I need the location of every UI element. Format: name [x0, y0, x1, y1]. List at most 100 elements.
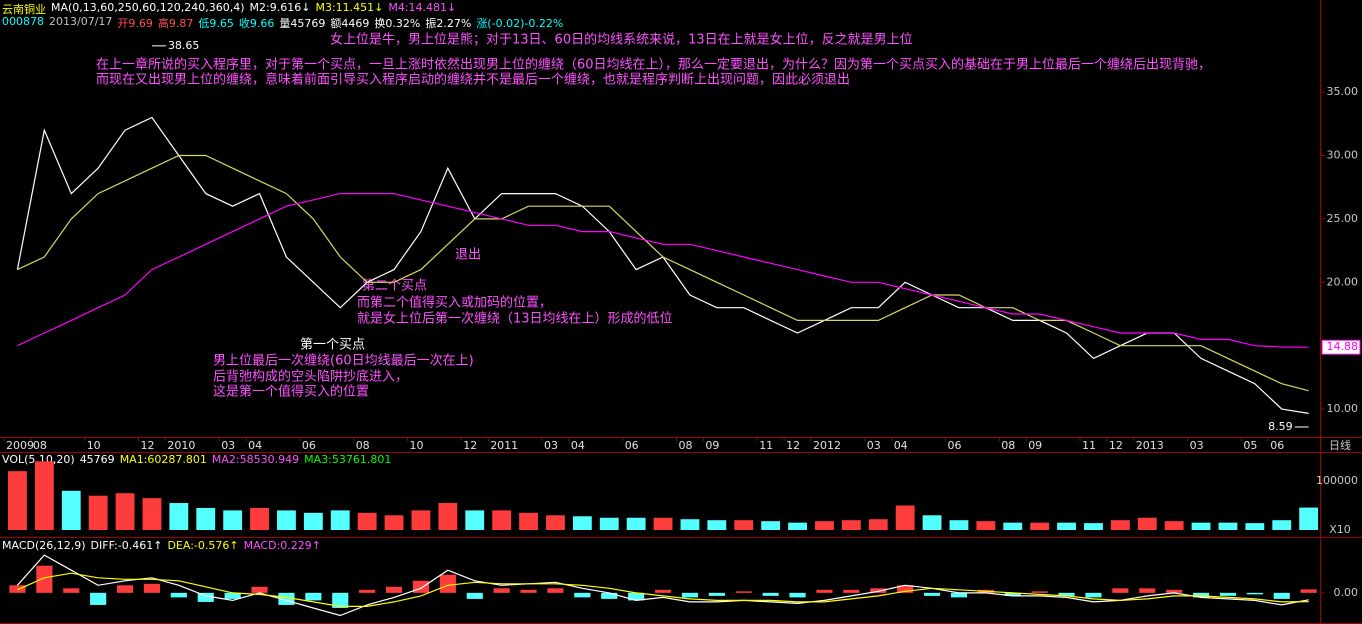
header-text: MA2:58530.949	[211, 453, 300, 466]
macd-bar	[359, 589, 376, 593]
macd-bar	[63, 588, 80, 593]
x-tick-label: 12	[141, 439, 155, 452]
x-tick-label: 06	[948, 439, 962, 452]
volume-bar	[8, 471, 27, 530]
macd-bar	[574, 592, 591, 598]
annotation: 就是女上位后第一次缠绕（13日均线在上）形成的低位	[357, 311, 673, 327]
macd-bar	[547, 588, 564, 593]
volume-bar	[653, 517, 673, 530]
low-label: 8.59	[1268, 420, 1293, 433]
header-text: 低9.65	[198, 17, 234, 30]
header-text: 量45769	[279, 17, 326, 30]
line-series	[17, 193, 1309, 348]
macd-bar	[1246, 592, 1263, 595]
volume-bar	[1191, 522, 1211, 530]
macd-bar	[870, 588, 887, 593]
macd-bar	[116, 585, 134, 593]
volume-bar	[868, 519, 888, 530]
volume-bar	[976, 521, 996, 530]
macd-bar	[1300, 589, 1317, 593]
volume-bar	[895, 505, 915, 530]
header-text: VOL(5,10,20)	[2, 453, 75, 466]
macd-bar	[385, 586, 403, 593]
volume-bar	[277, 510, 296, 530]
macd-bar	[143, 583, 161, 593]
y-tick-label: 35.00	[1327, 85, 1359, 98]
high-label: 38.65	[168, 39, 200, 52]
macd-bar	[1058, 592, 1075, 596]
x-tick-label: 03	[221, 439, 235, 452]
line-series	[16, 116, 1309, 414]
header-text: 换0.32%	[374, 17, 421, 30]
x-tick-label: 04	[571, 439, 585, 452]
macd-bar	[897, 585, 914, 593]
x-tick-label: 2012	[813, 439, 841, 452]
x-tick-label: 06	[1270, 439, 1284, 452]
header-text: MA1:60287.801	[119, 453, 207, 466]
volume-bar	[922, 515, 942, 530]
macd-header: MACD(26,12,9) DIFF:-0.461↑ DEA:-0.576↑ MACD…	[2, 539, 321, 552]
x-tick-label: 11	[759, 439, 773, 452]
y-tick-label: 100000	[1316, 474, 1358, 487]
annotation: 这是第一个值得买入的位置	[213, 384, 369, 400]
annotation: 后背弛构成的空头陷阱抄底进入，	[213, 369, 408, 385]
macd-bar	[735, 591, 752, 593]
macd-bar	[1085, 592, 1102, 598]
volume-bar	[1272, 520, 1292, 530]
macd-bar	[197, 592, 214, 602]
header-text: 高9.87	[157, 17, 194, 30]
macd-bar	[681, 592, 699, 598]
annotation: 女上位是牛，男上位是熊；对于13日、60日的均线系统来说，13日在上就是女上位，…	[330, 32, 913, 48]
header-text: 开9.69	[117, 17, 153, 30]
header-text: 额4469	[330, 17, 370, 30]
volume-bar	[223, 510, 243, 530]
header-text: M2:9.616↓	[249, 1, 311, 14]
macd-bar	[439, 574, 456, 593]
macd-bar	[789, 592, 806, 598]
x-tick-label: 10	[87, 439, 101, 452]
header-text: MACD:0.229↑	[243, 539, 321, 552]
x-tick-label: 12	[786, 439, 800, 452]
volume-bar	[841, 520, 861, 530]
macd-bar	[1273, 592, 1290, 599]
volume-bar	[949, 520, 969, 530]
macd-bar	[412, 580, 430, 593]
macd-bar	[251, 586, 268, 593]
macd-bar	[305, 592, 322, 601]
header-line-2: 000878 2013/07/17 开9.69 高9.87 低9.65 收9.66 量457…	[2, 15, 563, 31]
volume-bar	[815, 521, 834, 530]
macd-bar	[1192, 592, 1210, 598]
volume-bar	[788, 522, 807, 530]
volume-bar	[88, 495, 108, 530]
header-text: 涨(-0.02)-0.22%	[476, 17, 564, 30]
x-tick-label: 12	[1109, 439, 1123, 452]
y-tick-label: 25.00	[1327, 212, 1359, 225]
macd-bar	[816, 589, 833, 593]
volume-bar	[465, 510, 485, 530]
macd-bar	[950, 592, 968, 598]
header-text: DIFF:-0.461↑	[90, 539, 163, 552]
line-series	[17, 154, 1309, 392]
annotation: 而第二个值得买入或加码的位置，	[357, 295, 552, 311]
volume-bar	[411, 510, 431, 530]
scale-label: X10	[1329, 523, 1351, 536]
x-tick-label: 2013	[1136, 439, 1164, 452]
volume-bar	[303, 512, 323, 530]
volume-bar	[1164, 521, 1184, 530]
ma-badge	[1321, 339, 1361, 355]
macd-bar	[1219, 592, 1237, 596]
volume-bar	[572, 516, 592, 530]
x-tick-label: 2009	[6, 439, 34, 452]
x-tick-label: 08	[679, 439, 693, 452]
volume-bar	[1084, 523, 1103, 530]
header-text: MA3:53761.801	[304, 453, 392, 466]
annotation: 在上一章所说的买入程序里，对于第一个买点，一旦上涨时依然出现男上位的缠绕（60日…	[96, 57, 1211, 73]
x-tick-label: 04	[894, 439, 908, 452]
macd-bar	[9, 585, 26, 593]
macd-bar	[762, 592, 779, 596]
volume-bar	[626, 517, 646, 530]
header-text: 2013/07/17	[49, 15, 113, 28]
x-tick-label: 09	[1028, 439, 1042, 452]
x-tick-label: 03	[544, 439, 558, 452]
